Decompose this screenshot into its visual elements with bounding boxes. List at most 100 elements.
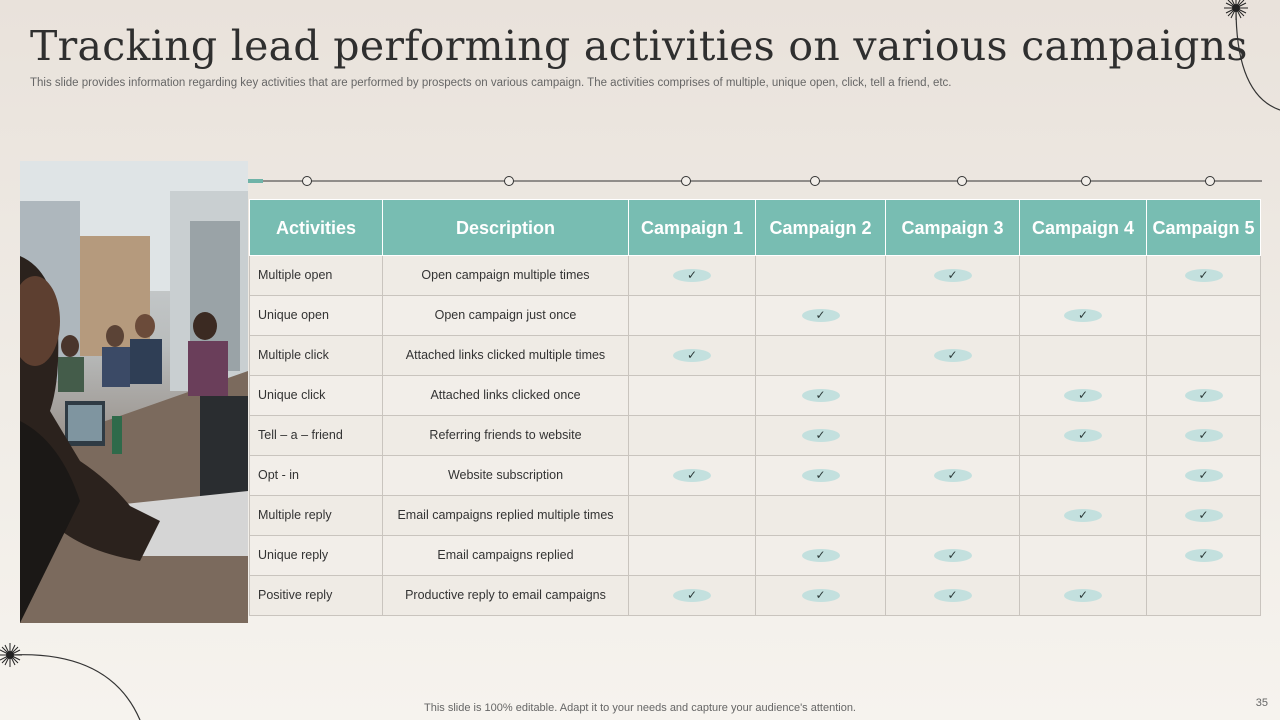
header-campaign-3: Campaign 3 <box>885 199 1020 256</box>
checkmark-icon: ✓ <box>1184 469 1223 482</box>
campaign-2-cell: ✓ <box>755 575 886 616</box>
campaign-2-cell: ✓ <box>755 415 886 456</box>
checkmark-icon: ✓ <box>673 349 711 362</box>
campaign-1-cell <box>628 375 756 416</box>
campaign-1-cell <box>628 295 756 336</box>
checkmark-icon: ✓ <box>801 589 840 602</box>
campaign-3-cell <box>885 295 1020 336</box>
campaign-4-cell <box>1019 255 1147 296</box>
campaign-1-cell <box>628 415 756 456</box>
campaign-1-cell <box>628 495 756 536</box>
checkmark-icon: ✓ <box>933 269 972 282</box>
footer-note: This slide is 100% editable. Adapt it to… <box>424 702 856 714</box>
table-body: Multiple open Open campaign multiple time… <box>249 255 1261 616</box>
checkmark-icon: ✓ <box>801 549 840 562</box>
checkmark-icon: ✓ <box>933 469 972 482</box>
campaign-1-cell: ✓ <box>628 575 756 616</box>
activity-cell: Multiple reply <box>249 495 383 536</box>
checkmark-icon: ✓ <box>1064 429 1102 442</box>
campaign-5-cell <box>1146 575 1261 616</box>
checkmark-icon: ✓ <box>801 429 840 442</box>
page-number: 35 <box>1255 697 1268 709</box>
table-row: Opt - in Website subscription ✓ ✓ ✓ ✓ <box>249 455 1261 496</box>
page-subtitle: This slide provides information regardin… <box>30 77 952 89</box>
table-header-row: Activities Description Campaign 1 Campai… <box>249 199 1261 256</box>
checkmark-icon: ✓ <box>1064 309 1102 322</box>
checkmark-icon: ✓ <box>1184 389 1223 402</box>
description-cell: Website subscription <box>382 455 629 496</box>
table-row: Multiple open Open campaign multiple time… <box>249 255 1261 296</box>
description-cell: Attached links clicked once <box>382 375 629 416</box>
campaign-4-cell: ✓ <box>1019 495 1147 536</box>
description-cell: Productive reply to email campaigns <box>382 575 629 616</box>
checkmark-icon: ✓ <box>801 389 840 402</box>
checkmark-icon: ✓ <box>673 269 711 282</box>
timeline-node <box>504 176 514 186</box>
campaign-5-cell <box>1146 295 1261 336</box>
campaign-2-cell <box>755 495 886 536</box>
activities-table: Activities Description Campaign 1 Campai… <box>249 199 1261 616</box>
campaign-3-cell <box>885 375 1020 416</box>
campaign-5-cell: ✓ <box>1146 375 1261 416</box>
timeline-node <box>957 176 967 186</box>
campaign-3-cell <box>885 495 1020 536</box>
timeline-node <box>302 176 312 186</box>
campaign-2-cell <box>755 335 886 376</box>
campaign-1-cell: ✓ <box>628 255 756 296</box>
timeline-node <box>1081 176 1091 186</box>
campaign-2-cell <box>755 255 886 296</box>
table-row: Unique reply Email campaigns replied ✓ ✓ ✓ <box>249 535 1261 576</box>
activity-cell: Unique open <box>249 295 383 336</box>
checkmark-icon: ✓ <box>933 549 972 562</box>
table-row: Multiple click Attached links clicked mul… <box>249 335 1261 376</box>
meeting-photo <box>20 161 248 623</box>
campaign-4-cell: ✓ <box>1019 375 1147 416</box>
campaign-3-cell: ✓ <box>885 455 1020 496</box>
table-row: Tell – a – friend Referring friends to we… <box>249 415 1261 456</box>
campaign-2-cell: ✓ <box>755 295 886 336</box>
activity-cell: Opt - in <box>249 455 383 496</box>
header-campaign-4: Campaign 4 <box>1019 199 1147 256</box>
activity-cell: Positive reply <box>249 575 383 616</box>
campaign-2-cell: ✓ <box>755 375 886 416</box>
checkmark-icon: ✓ <box>801 309 840 322</box>
activity-cell: Unique reply <box>249 535 383 576</box>
header-campaign-1: Campaign 1 <box>628 199 756 256</box>
campaign-4-cell: ✓ <box>1019 415 1147 456</box>
timeline-node <box>681 176 691 186</box>
checkmark-icon: ✓ <box>1184 269 1223 282</box>
table-row: Multiple reply Email campaigns replied mu… <box>249 495 1261 536</box>
table-row: Unique click Attached links clicked once ✓… <box>249 375 1261 416</box>
campaign-5-cell: ✓ <box>1146 535 1261 576</box>
activity-cell: Tell – a – friend <box>249 415 383 456</box>
campaign-4-cell: ✓ <box>1019 295 1147 336</box>
campaign-1-cell: ✓ <box>628 455 756 496</box>
campaign-2-cell: ✓ <box>755 535 886 576</box>
campaign-4-cell <box>1019 455 1147 496</box>
campaign-3-cell: ✓ <box>885 255 1020 296</box>
table-row: Positive reply Productive reply to email … <box>249 575 1261 616</box>
campaign-5-cell: ✓ <box>1146 255 1261 296</box>
header-campaign-5: Campaign 5 <box>1146 199 1261 256</box>
checkmark-icon: ✓ <box>801 469 840 482</box>
campaign-5-cell <box>1146 335 1261 376</box>
timeline-node <box>810 176 820 186</box>
checkmark-icon: ✓ <box>1064 509 1102 522</box>
checkmark-icon: ✓ <box>1064 589 1102 602</box>
campaign-1-cell <box>628 535 756 576</box>
campaign-3-cell: ✓ <box>885 335 1020 376</box>
header-campaign-2: Campaign 2 <box>755 199 886 256</box>
campaign-4-cell: ✓ <box>1019 575 1147 616</box>
checkmark-icon: ✓ <box>1064 389 1102 402</box>
campaign-5-cell: ✓ <box>1146 415 1261 456</box>
campaign-5-cell: ✓ <box>1146 455 1261 496</box>
description-cell: Open campaign just once <box>382 295 629 336</box>
checkmark-icon: ✓ <box>1184 429 1223 442</box>
activity-cell: Unique click <box>249 375 383 416</box>
campaign-4-cell <box>1019 335 1147 376</box>
checkmark-icon: ✓ <box>1184 549 1223 562</box>
checkmark-icon: ✓ <box>933 349 972 362</box>
activity-cell: Multiple click <box>249 335 383 376</box>
campaign-4-cell <box>1019 535 1147 576</box>
campaign-1-cell: ✓ <box>628 335 756 376</box>
